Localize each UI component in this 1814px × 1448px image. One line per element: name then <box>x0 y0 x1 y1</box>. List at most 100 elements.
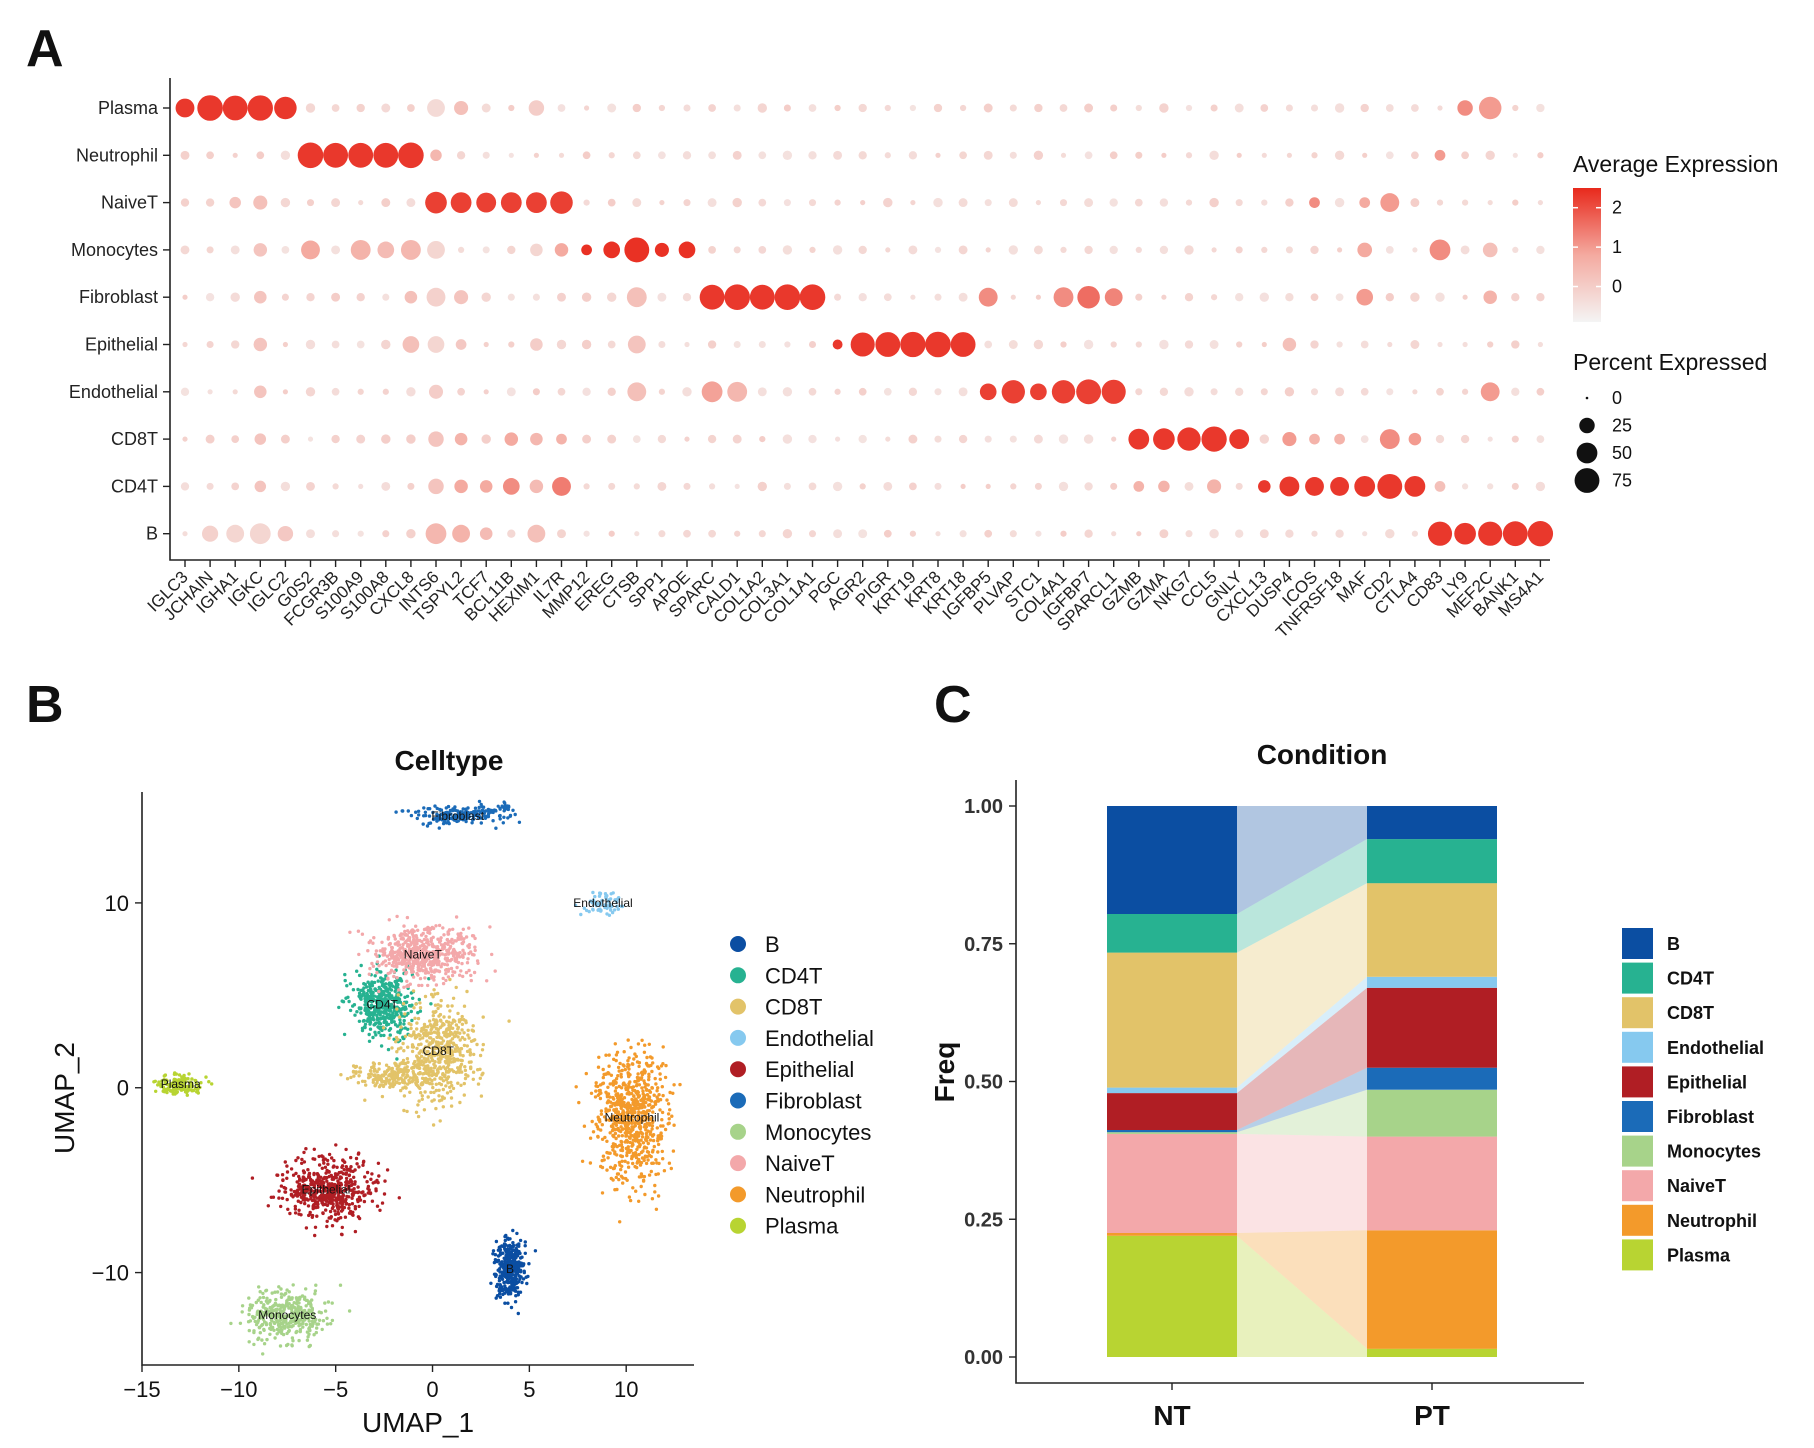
umap-point <box>153 1079 157 1084</box>
dot-Endothelial-HEXIM1 <box>532 388 540 396</box>
umap-point <box>325 1224 329 1229</box>
umap-point <box>407 949 411 954</box>
umap-point <box>411 989 416 993</box>
umap-point <box>422 814 426 818</box>
umap-point <box>380 1201 385 1205</box>
dot-Monocytes-MEF2C <box>1482 242 1498 258</box>
umap-point <box>594 1081 598 1085</box>
umap-point <box>515 1250 520 1255</box>
x-tick-label: 5 <box>523 1377 535 1402</box>
x-tick-label: NT <box>1153 1400 1190 1431</box>
dot-CD8T-PGC <box>835 436 841 442</box>
bar-segment-Monocytes <box>1107 1132 1237 1134</box>
umap-point <box>278 1303 282 1308</box>
umap-point <box>450 1004 454 1008</box>
umap-point <box>368 982 372 986</box>
umap-point <box>427 1073 431 1077</box>
umap-point <box>462 1081 466 1086</box>
umap-point <box>305 1311 309 1315</box>
umap-point <box>409 1026 413 1031</box>
umap-point <box>371 941 375 945</box>
umap-point <box>498 1292 502 1296</box>
umap-point <box>395 1007 399 1011</box>
dot-Epithelial-CALD1 <box>733 340 741 349</box>
umap-point <box>282 1293 286 1297</box>
umap-point <box>279 1318 283 1322</box>
umap-point <box>330 1156 334 1160</box>
umap-point <box>264 1321 268 1325</box>
umap-point <box>290 1343 294 1347</box>
umap-point <box>637 1110 641 1114</box>
umap-point <box>395 976 399 980</box>
umap-point <box>521 1263 525 1268</box>
umap-point <box>610 910 615 915</box>
umap-point <box>452 947 456 952</box>
umap-point <box>336 1210 340 1215</box>
umap-point <box>288 1211 292 1216</box>
umap-point <box>635 1100 640 1104</box>
umap-point <box>454 915 459 919</box>
umap-point <box>619 1106 623 1111</box>
umap-point <box>456 954 461 958</box>
umap-point <box>296 1188 300 1192</box>
umap-point <box>424 934 428 939</box>
umap-point <box>625 1151 629 1155</box>
umap-point <box>283 1317 287 1321</box>
umap-point <box>451 1086 456 1091</box>
umap-point <box>401 1058 406 1063</box>
umap-point <box>402 985 406 989</box>
umap-point <box>634 1054 638 1059</box>
umap-point <box>314 1283 318 1287</box>
umap-point <box>667 1121 671 1125</box>
umap-point <box>614 1110 618 1115</box>
umap-point <box>636 1042 641 1046</box>
umap-point <box>518 1290 523 1294</box>
dot-Neutrophil-JCHAIN <box>206 151 214 160</box>
dot-Monocytes-APOE <box>678 241 696 259</box>
umap-point <box>325 1179 329 1183</box>
dot-CD8T-S100A8 <box>381 434 391 444</box>
umap-point <box>437 923 442 928</box>
umap-point <box>394 810 398 814</box>
dot-CD8T-LY9 <box>1460 434 1470 444</box>
umap-point <box>622 1050 626 1054</box>
dot-CD8T-COL3A1 <box>782 434 793 444</box>
umap-point <box>470 821 474 825</box>
umap-point <box>418 1009 423 1013</box>
umap-point <box>452 1034 457 1039</box>
umap-point <box>416 965 420 970</box>
umap-point <box>385 1012 389 1017</box>
umap-point <box>612 1166 616 1170</box>
dot-NaiveT-IGFBP7 <box>1084 198 1094 208</box>
umap-point <box>432 988 436 992</box>
umap-point <box>432 1050 436 1055</box>
umap-point <box>442 1022 446 1027</box>
umap-point <box>303 1183 307 1188</box>
dot-Neutrophil-TCF7 <box>482 151 490 159</box>
umap-point <box>316 1173 320 1177</box>
dot-Monocytes-DUSP4 <box>1285 246 1293 254</box>
umap-point <box>396 993 400 997</box>
dot-Neutrophil-S100A8 <box>373 142 399 168</box>
umap-point <box>626 1165 631 1169</box>
dot-Monocytes-STC1 <box>1033 245 1043 255</box>
umap-point <box>432 1030 437 1034</box>
umap-point <box>678 1082 682 1087</box>
umap-point <box>629 1045 633 1050</box>
dot-Fibroblast-COL1A1 <box>799 284 826 311</box>
umap-point <box>321 1319 326 1323</box>
dot-NaiveT-PLVAP <box>1008 198 1018 208</box>
y-tick-label: CD8T <box>111 429 158 449</box>
umap-point <box>357 973 362 978</box>
umap-point <box>435 946 439 951</box>
umap-point <box>642 1079 646 1083</box>
dot-Neutrophil-CXCL8 <box>398 142 424 169</box>
dot-Fibroblast-MAF <box>1356 288 1374 306</box>
dot-Endothelial-MEF2C <box>1480 382 1500 402</box>
umap-point <box>428 1060 432 1064</box>
dot-Monocytes-TCF7 <box>482 246 490 254</box>
umap-point <box>502 1280 506 1285</box>
umap-point <box>620 1154 625 1159</box>
umap-point <box>437 1042 441 1047</box>
umap-point <box>465 961 470 965</box>
